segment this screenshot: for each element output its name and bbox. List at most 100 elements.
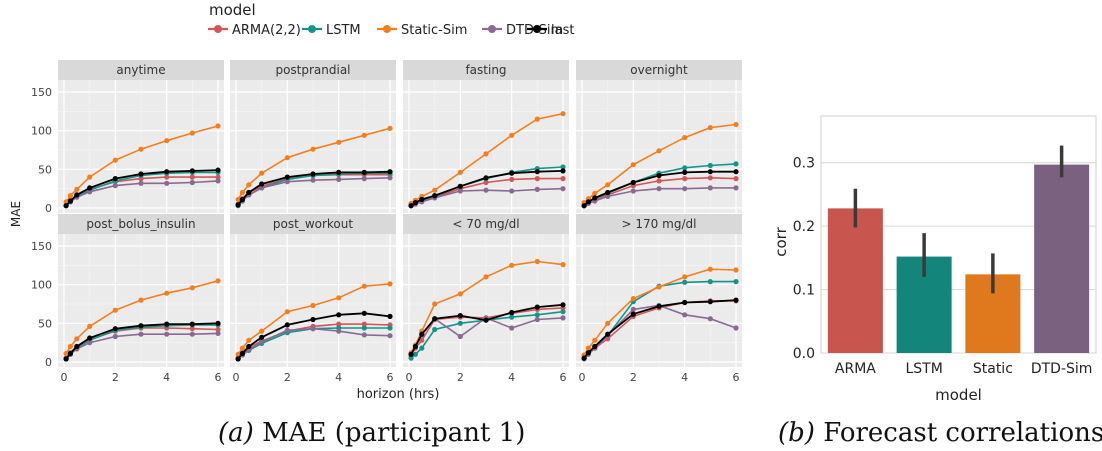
bar <box>827 208 883 353</box>
data-point <box>509 309 515 316</box>
bar-group: DTD-Sim <box>1031 145 1092 377</box>
facet-strip <box>230 214 396 234</box>
data-point <box>560 309 566 315</box>
data-point <box>239 196 245 203</box>
series-last <box>408 168 566 209</box>
data-point <box>733 169 739 175</box>
data-point <box>585 345 592 351</box>
data-point <box>259 181 265 187</box>
bar-category-label: ARMA <box>835 361 876 377</box>
data-point <box>457 169 463 175</box>
data-point <box>310 146 316 152</box>
data-point <box>284 327 290 333</box>
bar-group: Static <box>965 253 1021 377</box>
data-point <box>412 200 418 206</box>
x-tick-label: 2 <box>457 371 464 384</box>
facet-panel: post_workout 0 2 4 6 <box>230 214 396 384</box>
data-point <box>432 187 438 193</box>
series-static-sim <box>63 123 221 205</box>
data-point <box>592 343 598 350</box>
data-point <box>656 186 662 192</box>
data-point <box>336 295 342 301</box>
x-tick-label: 2 <box>630 371 637 384</box>
data-point <box>605 193 611 199</box>
data-point <box>682 299 688 306</box>
series-static-sim <box>235 281 393 357</box>
data-point <box>67 198 73 204</box>
data-point <box>284 179 290 185</box>
bar-category-label: Static <box>973 361 1013 377</box>
data-point <box>138 171 144 177</box>
data-point <box>585 199 592 205</box>
y-tick-label: 50 <box>38 163 52 176</box>
data-point <box>284 155 290 161</box>
data-point <box>509 176 515 182</box>
data-point <box>387 125 393 131</box>
data-point <box>592 337 598 343</box>
data-point <box>138 331 144 337</box>
data-point <box>682 169 688 175</box>
data-point <box>630 311 636 317</box>
data-point <box>605 189 611 196</box>
data-point <box>74 336 80 342</box>
series-last <box>581 169 739 209</box>
data-point <box>457 333 463 340</box>
data-point <box>707 266 713 272</box>
bar-y-tick-label: 0.3 <box>793 156 815 172</box>
data-point <box>682 186 688 192</box>
x-tick-label: 6 <box>733 371 740 384</box>
x-tick-label: 6 <box>215 371 222 384</box>
data-point <box>733 121 739 128</box>
data-point <box>534 312 540 318</box>
data-point <box>189 321 195 327</box>
data-point <box>284 174 290 180</box>
data-point <box>387 281 393 287</box>
x-tick-label: 0 <box>61 371 68 384</box>
data-point <box>387 169 393 175</box>
x-tick-label: 0 <box>233 371 240 384</box>
caption-b-label: (b) <box>778 418 815 448</box>
data-point <box>74 192 80 198</box>
data-point <box>336 321 342 327</box>
data-point <box>310 326 316 332</box>
data-point <box>682 279 688 285</box>
data-point <box>189 130 195 136</box>
data-point <box>534 316 540 323</box>
data-point <box>87 185 93 191</box>
caption-a-text: MAE (participant 1) <box>262 418 526 448</box>
data-point <box>630 162 636 168</box>
x-tick-label: 6 <box>560 371 567 384</box>
legend-label: last <box>551 23 574 38</box>
data-point <box>284 309 290 315</box>
data-point <box>630 296 636 302</box>
data-point <box>560 315 566 321</box>
data-point <box>605 182 611 188</box>
bar-y-axis-label: corr <box>772 226 790 256</box>
data-point <box>412 343 418 350</box>
data-point <box>164 331 170 337</box>
data-point <box>215 320 221 326</box>
data-point <box>189 168 195 174</box>
caption-a: (a) MAE (participant 1) <box>218 418 525 448</box>
data-point <box>215 123 221 129</box>
facet-panel: overnight <box>576 60 742 213</box>
data-point <box>682 135 688 141</box>
data-point <box>483 274 489 280</box>
data-point <box>534 258 540 265</box>
caption-b-text: Forecast correlations <box>823 418 1102 448</box>
data-point <box>534 169 540 175</box>
data-point <box>509 262 515 268</box>
correlation-bar-chart: 0.0 0.1 0.2 0.3 ARMA LSTM Static DTD-Sim model co… <box>772 115 1097 404</box>
data-point <box>189 174 195 180</box>
data-point <box>112 307 118 313</box>
data-point <box>581 203 587 209</box>
bar-group: ARMA <box>827 188 883 377</box>
data-point <box>457 183 463 189</box>
legend-entry: Static-Sim <box>377 23 467 38</box>
data-point <box>67 343 73 350</box>
data-point <box>630 306 636 312</box>
data-point <box>235 196 241 203</box>
data-point <box>361 169 367 175</box>
legend-swatch-marker <box>383 25 391 33</box>
facet-strip-label: postprandial <box>275 63 350 77</box>
